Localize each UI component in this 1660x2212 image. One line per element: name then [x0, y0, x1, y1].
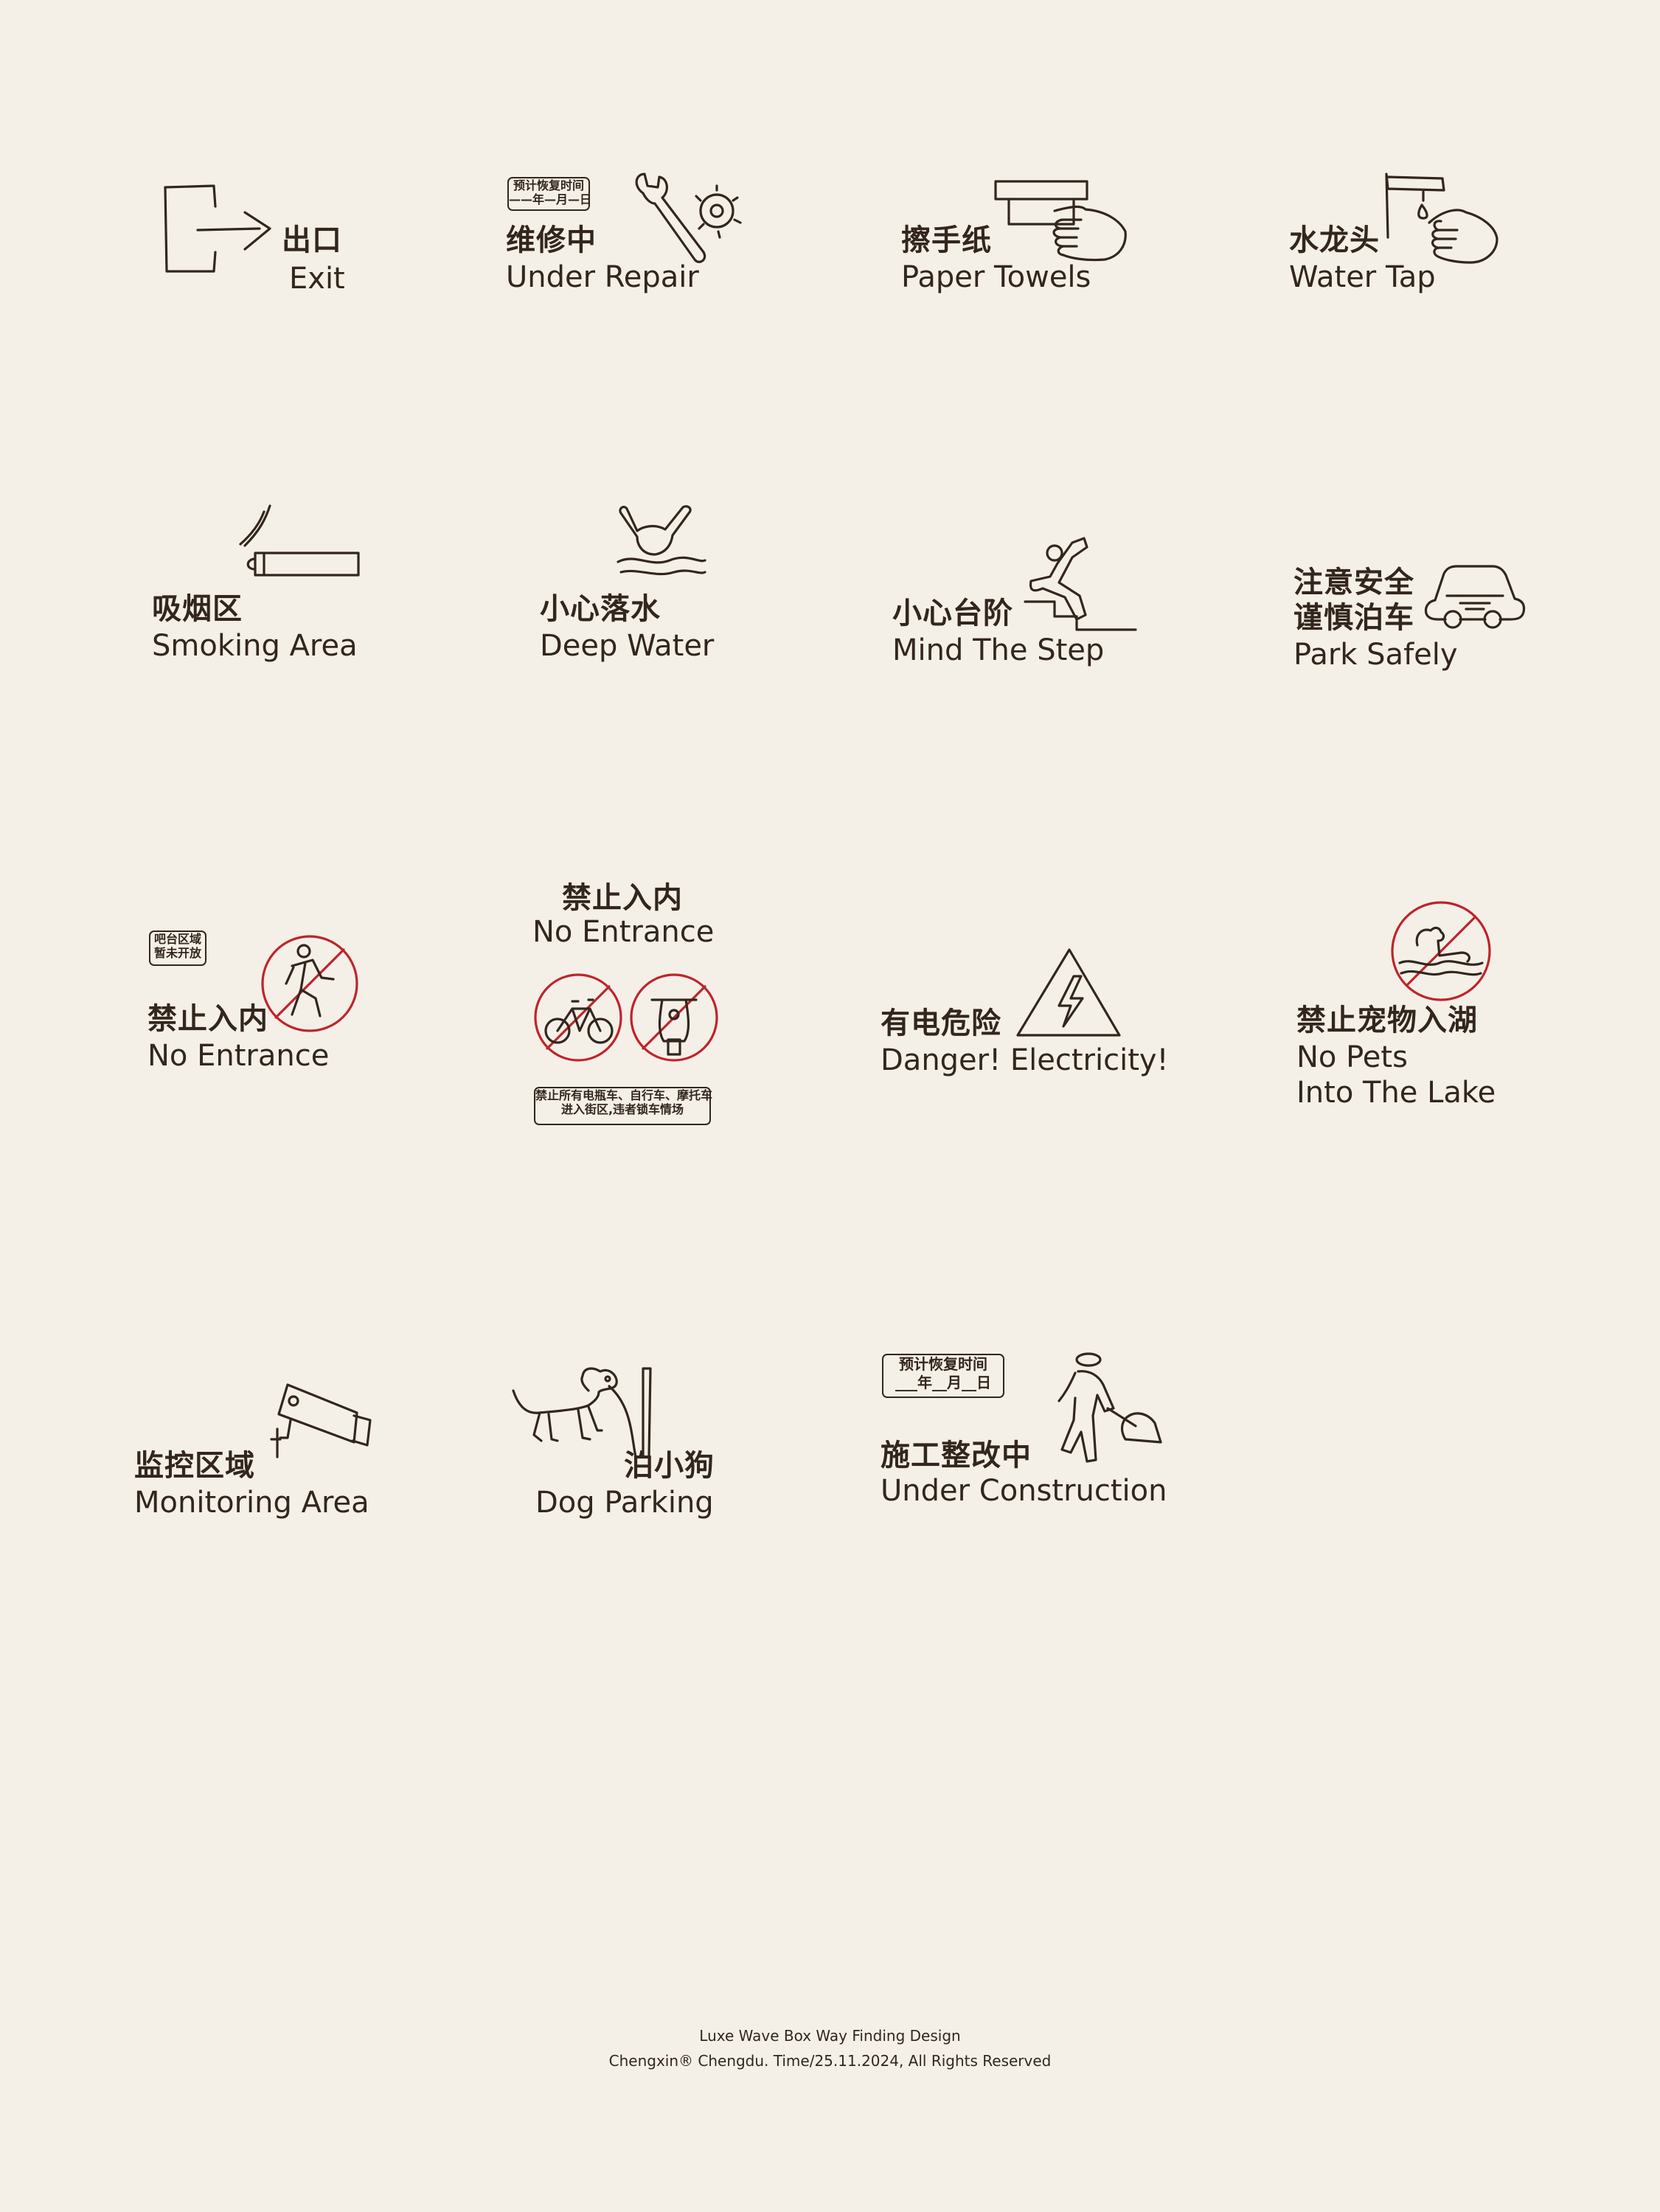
car-icon: [1424, 565, 1526, 629]
exit-en-label: Exit: [289, 262, 345, 296]
electricity-zh-label: 有电危险: [881, 1006, 1001, 1040]
bar-area-closed-box: 吧台区域 暂未开放: [149, 931, 206, 966]
smoking-area-zh-label: 吸烟区: [152, 592, 243, 626]
no-pets-en-label-1: No Pets: [1296, 1040, 1408, 1074]
water-tap-zh-label: 水龙头: [1289, 223, 1380, 257]
worker-shovel-icon: [1058, 1352, 1162, 1463]
deep-water-en-label: Deep Water: [540, 629, 715, 663]
exit-door-icon: [164, 184, 271, 273]
recovery-time-box: 预计恢复时间 ——年—月—日: [507, 177, 591, 211]
no-entrance-1-en-label: No Entrance: [147, 1039, 330, 1073]
park-safely-zh-label-1: 注意安全: [1293, 566, 1414, 599]
no-entrance-2-zh-label: 禁止入内: [562, 881, 683, 915]
falling-person-stairs-icon: [1024, 537, 1137, 631]
exit-zh-label: 出口: [282, 223, 342, 257]
cigarette-icon: [239, 504, 360, 577]
wrench-gear-icon: [635, 173, 742, 263]
water-tap-hand-icon: [1385, 173, 1498, 264]
recovery-time-box-2: 预计恢复时间 ___年__月__日: [882, 1354, 1004, 1398]
no-pets-zh-label: 禁止宠物入湖: [1296, 1004, 1478, 1037]
monitoring-zh-label: 监控区域: [134, 1449, 255, 1483]
paper-towels-en-label: Paper Towels: [901, 260, 1091, 294]
electricity-en-label: Danger! Electricity!: [881, 1043, 1169, 1077]
no-walking-person-icon: [261, 935, 358, 1032]
no-motorbike-icon: [630, 973, 718, 1062]
park-safely-en-label: Park Safely: [1293, 638, 1458, 672]
mind-step-en-label: Mind The Step: [892, 633, 1105, 667]
paper-towel-hand-icon: [994, 180, 1127, 262]
paper-towels-zh-label: 擦手纸: [901, 223, 992, 257]
under-repair-zh-label: 维修中: [506, 223, 597, 257]
construction-en-label: Under Construction: [881, 1474, 1167, 1508]
park-safely-zh-label-2: 谨慎泊车: [1293, 601, 1414, 635]
no-entrance-2-en-label: No Entrance: [532, 915, 715, 949]
footer-copyright: Chengxin® Chengdu. Time/25.11.2024, All …: [608, 2052, 1052, 2070]
no-dog-swimming-icon: [1391, 901, 1491, 1001]
security-camera-icon: [270, 1383, 372, 1458]
construction-zh-label: 施工整改中: [881, 1439, 1032, 1472]
dog-parking-en-label: Dog Parking: [535, 1486, 714, 1520]
drowning-person-icon: [617, 505, 706, 576]
mind-step-zh-label: 小心台阶: [892, 597, 1013, 630]
under-repair-en-label: Under Repair: [506, 260, 699, 294]
vehicle-ban-notice-box: 禁止所有电瓶车、自行车、摩托车 进入街区,违者锁车情场: [534, 1087, 712, 1125]
dog-parking-zh-label: 泊小狗: [624, 1449, 715, 1483]
deep-water-zh-label: 小心落水: [540, 592, 661, 626]
leashed-dog-icon: [512, 1367, 652, 1458]
no-bicycle-icon: [534, 973, 622, 1062]
no-entrance-1-zh-label: 禁止入内: [147, 1002, 268, 1036]
high-voltage-icon: [1016, 948, 1121, 1037]
footer-title: Luxe Wave Box Way Finding Design: [699, 2027, 961, 2045]
no-pets-en-label-2: Into The Lake: [1296, 1076, 1496, 1110]
water-tap-en-label: Water Tap: [1289, 260, 1436, 294]
smoking-area-en-label: Smoking Area: [152, 629, 358, 663]
monitoring-en-label: Monitoring Area: [134, 1486, 369, 1520]
